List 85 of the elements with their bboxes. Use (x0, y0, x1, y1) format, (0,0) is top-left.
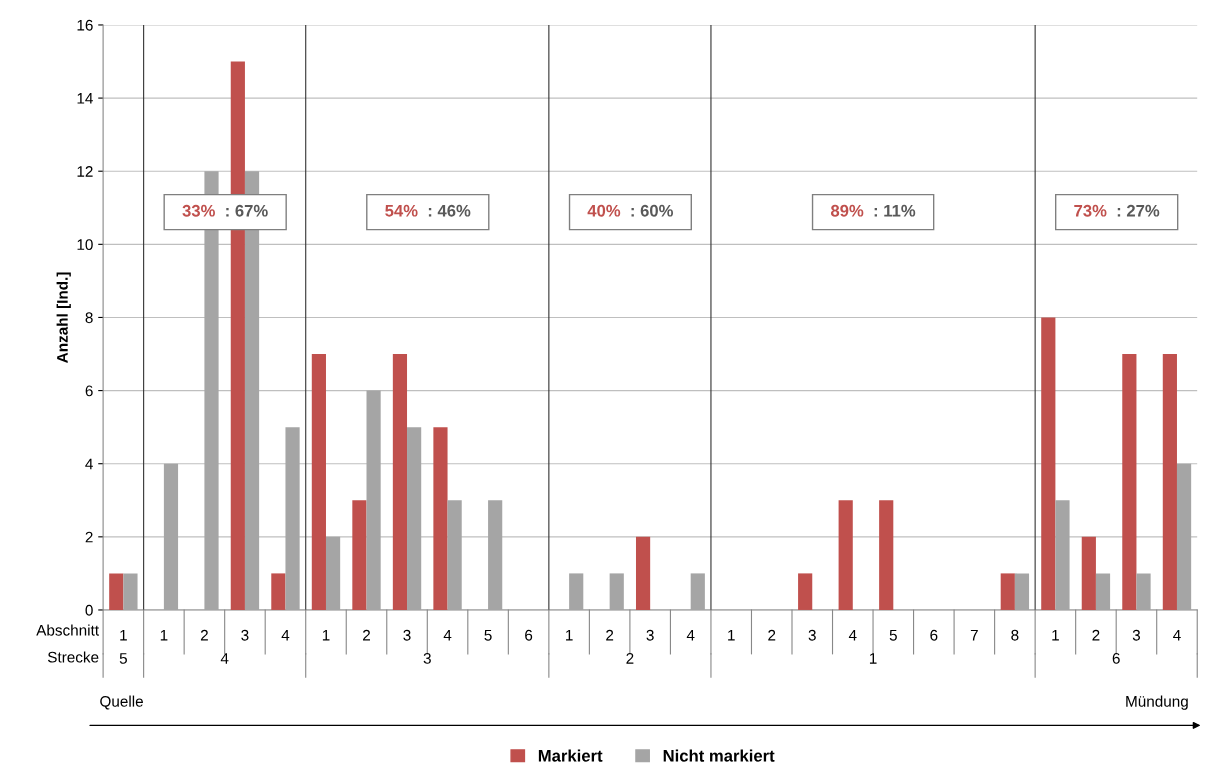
bar (1055, 500, 1070, 610)
x-tick-label: 2 (768, 629, 776, 641)
y-tick-label: 4 (85, 458, 93, 470)
bar (285, 427, 300, 610)
y-tick-label: 16 (77, 19, 93, 31)
y-tick-label: 0 (85, 604, 93, 616)
annotation: 40% : 60% (587, 204, 674, 217)
x-tick-label: 3 (1132, 629, 1141, 641)
bar (1000, 573, 1015, 610)
x-tick-label: 3 (403, 629, 411, 641)
bar (325, 536, 341, 610)
bar (163, 463, 179, 610)
bar (635, 536, 651, 610)
text: 1 (869, 653, 877, 664)
x-tick-label: 1 (566, 629, 573, 641)
x-tick-label: 5 (889, 629, 897, 641)
x-tick-label: 1 (120, 629, 127, 641)
bar (569, 573, 584, 610)
x-tick-label: 2 (200, 629, 208, 641)
x-tick-label: 4 (1173, 629, 1181, 641)
x-tick-label: 2 (606, 629, 614, 641)
legend-label: Markiert (538, 749, 603, 762)
bar (1136, 573, 1151, 610)
bar (838, 500, 853, 610)
bar (433, 427, 448, 610)
x-tick-label: 7 (970, 629, 978, 641)
x-tick-label: 1 (160, 629, 168, 641)
bar (1162, 354, 1177, 610)
bar (879, 500, 894, 610)
bar (123, 573, 138, 610)
bar (271, 573, 286, 610)
y-tick-label: 10 (77, 239, 93, 251)
annotation: 33% : 67% (182, 204, 268, 217)
x-tick-label: 3 (646, 629, 654, 641)
text: 5 (119, 653, 127, 664)
x-tick-label: 4 (686, 629, 695, 641)
bar (609, 573, 624, 610)
y-tick-label: 6 (85, 385, 93, 397)
text: 3 (423, 652, 431, 664)
y-axis-title: Anzahl [Ind.] (56, 272, 71, 363)
bar (392, 354, 408, 610)
annotation: 73% : 27% (1074, 204, 1160, 217)
x-tick-label: 6 (930, 629, 938, 641)
text: 6 (1112, 652, 1120, 664)
y-tick-label: 12 (77, 166, 93, 177)
bar (798, 573, 813, 610)
x-tick-label: 3 (241, 629, 249, 641)
x-tick-label: 4 (281, 629, 290, 641)
bar (407, 427, 422, 610)
annotation: 89% : 11% (830, 204, 916, 217)
x-tick-label: 5 (484, 629, 492, 641)
bar (1176, 463, 1192, 610)
text: Strecke (47, 651, 99, 663)
bar (109, 573, 124, 610)
x-tick-label: 1 (1052, 629, 1059, 641)
bar (1122, 354, 1137, 610)
x-tick-label: 1 (728, 629, 735, 641)
text: Abschnitt (36, 624, 99, 636)
text: 2 (626, 652, 634, 664)
bar (447, 500, 462, 610)
bar (488, 500, 503, 610)
text: 4 (220, 653, 229, 664)
text: Quelle (100, 695, 143, 710)
bar (690, 573, 705, 610)
x-tick-label: 4 (443, 629, 452, 641)
x-tick-label: 6 (525, 629, 533, 641)
x-tick-label: 3 (808, 629, 816, 641)
text: Mündung (1126, 695, 1188, 710)
bar (352, 500, 367, 610)
x-tick-label: 8 (1011, 629, 1019, 641)
bar (311, 354, 326, 610)
bar (1041, 317, 1056, 610)
y-tick-label: 14 (77, 93, 93, 104)
annotation: 54% : 46% (385, 204, 471, 217)
bar (1014, 573, 1030, 610)
y-tick-label: 2 (85, 531, 93, 543)
bar (366, 390, 381, 610)
x-tick-label: 2 (1092, 629, 1100, 641)
bar (1095, 573, 1111, 610)
legend-label: Nicht markiert (663, 749, 775, 762)
x-tick-label: 2 (363, 629, 370, 641)
x-tick-label: 4 (848, 629, 857, 641)
x-tick-label: 1 (322, 629, 330, 641)
y-tick-label: 8 (85, 312, 93, 324)
bar (1081, 536, 1096, 610)
